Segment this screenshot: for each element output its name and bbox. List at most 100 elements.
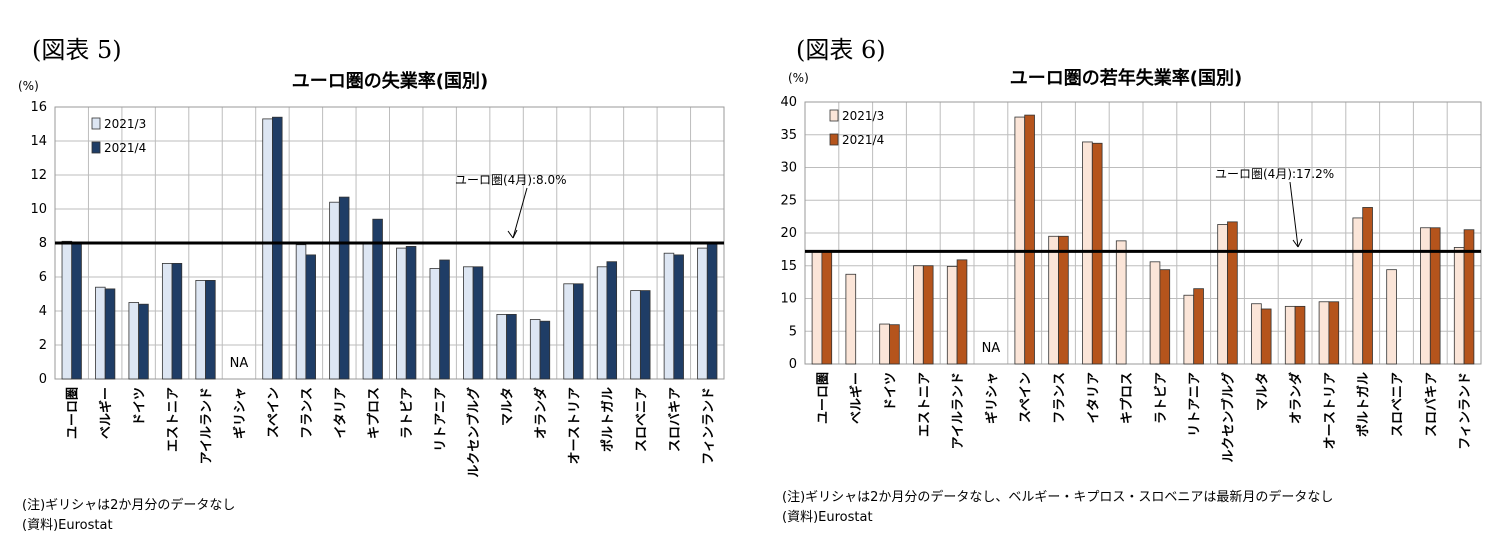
- y-tick-label: 0: [789, 357, 797, 372]
- y-tick-label: 25: [780, 193, 797, 208]
- x-tick-label: スロベニア: [634, 387, 649, 452]
- x-tick-label: ユーロ圏: [66, 387, 81, 439]
- y-tick-label: 10: [30, 202, 47, 217]
- x-tick-label: スロベニア: [1391, 372, 1406, 437]
- chart-note: (注)ギリシャは2か月分のデータなし、ベルギー・キプロス・スロベニアは最新月のデ…: [782, 490, 1334, 505]
- bar-series1: [913, 265, 924, 365]
- bar-series2: [889, 324, 900, 365]
- y-axis-unit: (%): [18, 79, 39, 93]
- x-tick-label: イタリア: [333, 387, 348, 438]
- x-tick-label: マルタ: [501, 387, 516, 426]
- x-tick-label: ドイツ: [133, 387, 148, 426]
- chart-source: (資料)Eurostat: [782, 510, 873, 525]
- x-tick-label: ギリシャ: [232, 387, 248, 439]
- bar-series1: [396, 247, 407, 380]
- bar-series1: [161, 262, 173, 380]
- y-tick-label: 0: [39, 372, 47, 387]
- y-tick-label: 6: [39, 270, 47, 285]
- x-tick-label: フランス: [300, 387, 315, 439]
- x-tick-label: ベルギー: [849, 372, 865, 424]
- bar-series1: [1318, 301, 1330, 365]
- y-tick-label: 15: [780, 259, 797, 274]
- x-tick-label: スペイン: [266, 387, 281, 438]
- y-tick-label: 14: [30, 134, 47, 149]
- bar-series2: [272, 116, 283, 380]
- legend-label: 2021/4: [104, 141, 146, 155]
- figure-6-panel: (図表 6) ユーロ圏の若年失業率(国別) (%) 0 5 10 15 20 25 30 35 40…: [760, 0, 1499, 556]
- bar-series1: [496, 313, 507, 380]
- y-tick-label: 40: [780, 95, 797, 110]
- youth-unemployment-rate-chart: ユーロ圏の若年失業率(国別) (%) 0 5 10 15 20 25 30 35 40 NA ユーロ圏 ベ…: [780, 67, 1482, 463]
- x-tick-label: ギリシャ: [984, 372, 1000, 424]
- bar-series1: [596, 266, 608, 380]
- chart-title: ユーロ圏の若年失業率(国別): [1010, 67, 1242, 89]
- x-tick-label: マルタ: [1255, 372, 1270, 411]
- bar-series1: [1217, 224, 1228, 365]
- bar-series2: [104, 288, 116, 380]
- chart-source: (資料)Eurostat: [22, 518, 113, 533]
- chart-note: (注)ギリシャは2か月分のデータなし: [22, 498, 236, 513]
- x-tick-label: オーストリア: [1323, 372, 1338, 449]
- bar-series1: [1082, 141, 1093, 365]
- y-tick-label: 4: [39, 304, 47, 319]
- bar-series1: [195, 279, 206, 380]
- bar-series1: [95, 286, 106, 380]
- x-tick-label: エストニア: [166, 387, 181, 452]
- bar-series1: [1149, 261, 1161, 365]
- y-tick-label: 12: [30, 168, 47, 183]
- bar-series2: [338, 196, 350, 380]
- bar-series2: [305, 254, 316, 380]
- x-tick-label: ルクセンブルグ: [466, 387, 482, 478]
- bar-series2: [956, 259, 968, 365]
- bar-series1: [329, 201, 340, 380]
- x-tick-label: キプロス: [1120, 372, 1135, 424]
- bar-series2: [1227, 221, 1238, 365]
- x-tick-label: ラトビア: [399, 387, 415, 439]
- bar-series2: [1159, 269, 1171, 365]
- bar-series1: [845, 273, 857, 365]
- bar-series1: [1251, 303, 1262, 365]
- y-tick-label: 35: [780, 128, 797, 143]
- bar-series1: [1352, 217, 1364, 365]
- figure-label: (図表 5): [32, 36, 122, 64]
- bar-series2: [138, 303, 149, 380]
- y-tick-label: 20: [780, 226, 797, 241]
- x-tick-label: ラトビア: [1153, 372, 1169, 424]
- bar-series2: [405, 245, 417, 380]
- y-tick-label: 16: [30, 100, 47, 115]
- plot-area-frame: [804, 101, 1482, 365]
- x-tick-label: オランダ: [1288, 372, 1304, 424]
- y-axis-unit: (%): [788, 71, 809, 85]
- y-tick-label: 2: [39, 338, 47, 353]
- bar-series2: [1294, 305, 1306, 365]
- bar-series1: [946, 266, 958, 365]
- bar-series2: [439, 259, 450, 380]
- x-tick-label: リトアニア: [1188, 372, 1203, 437]
- x-tick-label: ルクセンブルグ: [1221, 372, 1237, 463]
- y-tick-label: 8: [39, 236, 47, 251]
- bar-series2: [1328, 301, 1340, 365]
- x-tick-label: エストニア: [917, 372, 932, 437]
- bar-series1: [463, 266, 474, 380]
- bar-series2: [922, 265, 934, 365]
- bar-series2: [573, 283, 584, 380]
- bar-series1: [295, 244, 307, 380]
- x-tick-label: スロバキア: [668, 387, 683, 452]
- na-label: NA: [230, 356, 249, 371]
- bar-series1: [563, 283, 574, 380]
- legend-swatch: [91, 141, 101, 154]
- x-tick-label: アイルランド: [951, 372, 966, 449]
- bar-series2: [205, 279, 216, 380]
- bar-series1: [529, 319, 541, 380]
- bar-series2: [539, 320, 551, 380]
- x-tick-label: ユーロ圏: [816, 372, 831, 424]
- bar-series2: [71, 242, 82, 380]
- reference-arrow-head: [1292, 238, 1303, 248]
- unemployment-rate-chart: ユーロ圏の失業率(国別) (%) 0 2 4 6 8 10 12 14 16 NA ユーロ圏 ベルギー ドイ…: [18, 70, 725, 478]
- x-tick-label: キプロス: [367, 387, 382, 439]
- x-tick-label: ベルギー: [98, 387, 114, 439]
- bar-series1: [262, 118, 273, 380]
- figure-5-panel: (図表 5) ユーロ圏の失業率(国別) (%) 0 2 4 6 8 10 12 14 16 NA ユーロ…: [0, 0, 740, 556]
- bar-series1: [1048, 235, 1059, 365]
- chart-title: ユーロ圏の失業率(国別): [292, 70, 488, 92]
